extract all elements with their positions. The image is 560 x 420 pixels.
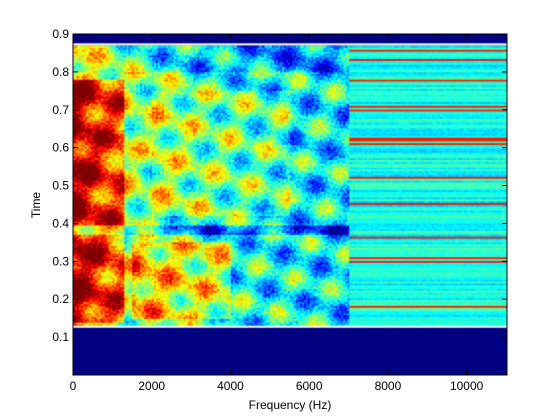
y-tick-label: 0.9 xyxy=(52,27,69,41)
spectrogram-heatmap xyxy=(73,34,507,375)
y-tick-label: 0.7 xyxy=(52,103,69,117)
y-axis: 0.1 0.2 0.3 0.4 0.5 0.6 0.7 0.8 0.9 xyxy=(52,27,507,344)
y-tick-label: 0.8 xyxy=(52,65,69,79)
x-axis-label: Frequency (Hz) xyxy=(249,398,332,412)
y-tick-label: 0.2 xyxy=(52,292,69,306)
x-axis: 0 2000 4000 6000 8000 10000 xyxy=(70,34,484,393)
x-tick-label: 2000 xyxy=(138,379,165,393)
x-tick-label: 4000 xyxy=(217,379,244,393)
y-tick-label: 0.6 xyxy=(52,141,69,155)
axes-frame xyxy=(72,33,508,376)
x-tick-label: 8000 xyxy=(375,379,402,393)
x-tick-label: 10000 xyxy=(450,379,484,393)
x-tick-label: 6000 xyxy=(296,379,323,393)
y-axis-label: Time xyxy=(29,192,43,219)
y-tick-label: 0.1 xyxy=(52,330,69,344)
y-tick-label: 0.4 xyxy=(52,216,69,230)
x-tick-label: 0 xyxy=(70,379,77,393)
plot-area xyxy=(73,34,507,375)
y-tick-label: 0.3 xyxy=(52,254,69,268)
y-tick-label: 0.5 xyxy=(52,179,69,193)
